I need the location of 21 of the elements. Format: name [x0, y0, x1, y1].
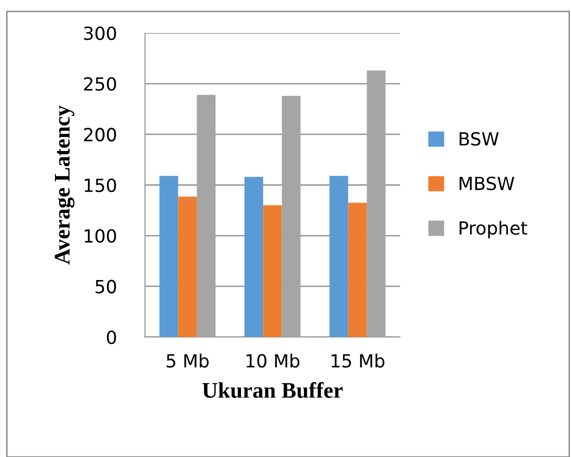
y-tick-label: 250 [84, 77, 116, 91]
legend-label: MBSW [460, 176, 514, 190]
bar [263, 205, 282, 337]
y-tick-label: 300 [84, 26, 116, 40]
legend-label: BSW [460, 132, 499, 146]
legend-label: Prophet [460, 220, 528, 238]
x-tick-label: 5 Mb [166, 354, 209, 368]
y-tick-label: 150 [84, 178, 116, 192]
bar [244, 176, 264, 337]
bar [329, 176, 348, 337]
x-axis-title: Ukuran Buffer [202, 382, 343, 398]
x-tick-label: 10 Mb [246, 354, 300, 368]
bar [348, 202, 367, 337]
y-tick-label: 50 [96, 280, 116, 294]
bar [159, 176, 178, 337]
y-tick-label: 100 [84, 229, 116, 243]
x-tick-label: 15 Mb [332, 354, 384, 368]
bar [178, 196, 197, 337]
y-tick-label: 0 [106, 330, 116, 344]
y-axis-title: Average Latency [54, 106, 74, 264]
y-tick-label: 200 [84, 128, 116, 142]
